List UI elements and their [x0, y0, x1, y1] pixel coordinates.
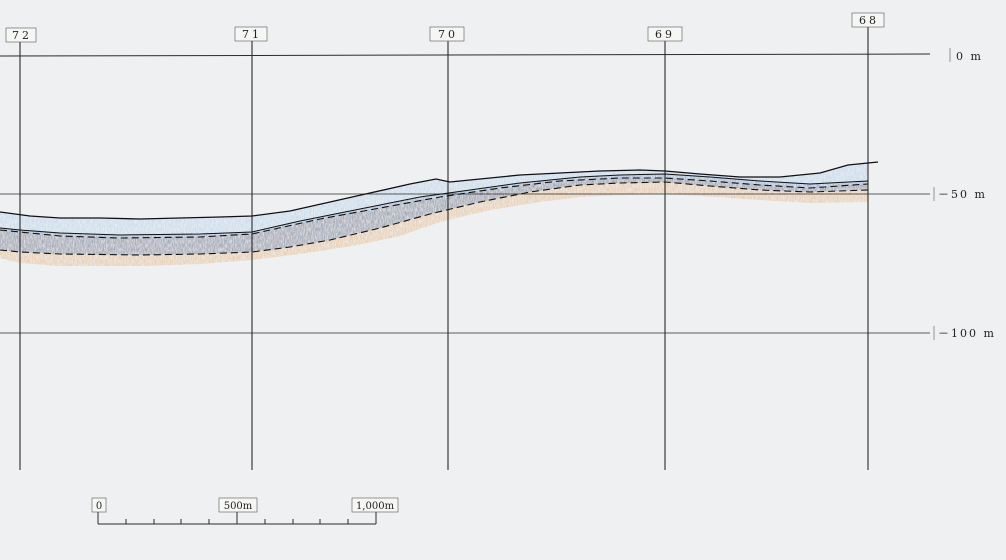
depth-label-minus-50m: －50 m — [933, 187, 987, 201]
station-label-text: 71 — [242, 28, 262, 41]
seabed-surface-line — [0, 161, 879, 220]
upper-sediment-layer — [0, 162, 868, 235]
scale-label-500m: 500m — [218, 497, 258, 513]
dashed-boundary-upper — [0, 177, 869, 239]
middle-sediment-layer — [0, 174, 868, 255]
station-label-71: 71 — [234, 26, 268, 42]
depth-label-text: －100 m — [938, 327, 996, 340]
scale-label-text: 500m — [224, 501, 253, 512]
depth-label-text: 0 m — [956, 50, 983, 63]
station-label-text: 72 — [12, 29, 32, 42]
gridline-0m — [0, 53, 931, 57]
scale-label-0: 0 — [91, 497, 107, 513]
station-label-72: 72 — [5, 27, 37, 43]
dashed-boundary-lower — [0, 181, 869, 256]
station-label-70: 70 — [429, 26, 465, 42]
depth-label-text: －50 m — [938, 188, 987, 201]
station-label-69: 69 — [647, 26, 683, 42]
scale-label-text: 0 — [96, 501, 102, 512]
depth-gridlines — [0, 53, 931, 334]
scale-bar — [97, 512, 377, 525]
scale-label-text: 1,000m — [356, 501, 395, 512]
station-label-text: 68 — [859, 14, 879, 27]
depth-label-minus-100m: －100 m — [933, 326, 996, 340]
solid-layer-boundary — [0, 173, 869, 236]
station-lines — [19, 26, 869, 470]
station-label-text: 70 — [438, 28, 458, 41]
scale-label-1000m: 1,000m — [351, 497, 399, 513]
station-label-68: 68 — [851, 12, 885, 28]
station-label-text: 69 — [655, 28, 675, 41]
depth-label-0m: 0 m — [949, 48, 983, 63]
